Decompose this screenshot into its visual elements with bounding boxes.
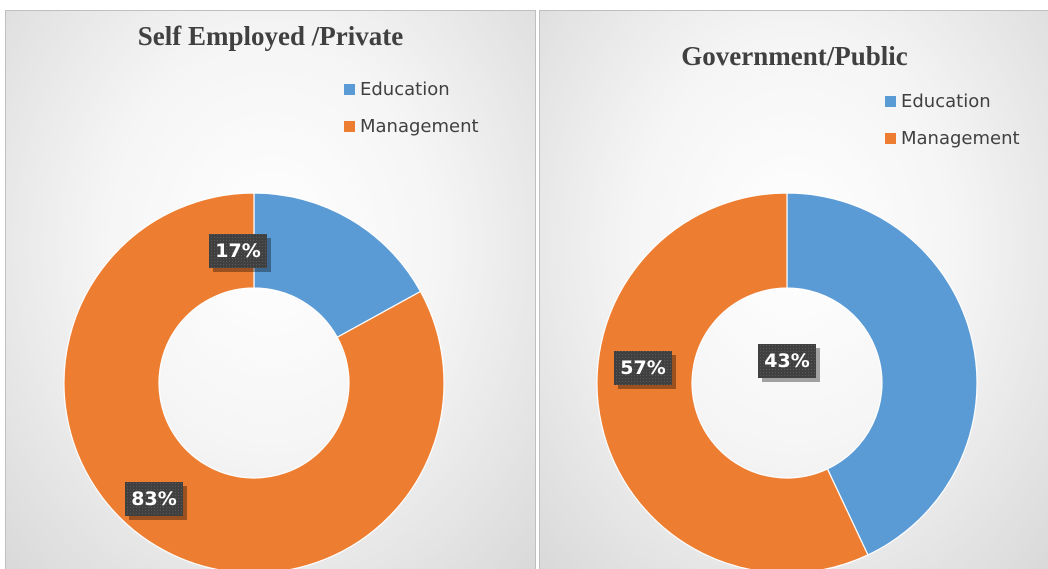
- svg-text:83%: 83%: [131, 488, 176, 510]
- legend-item-management: Management: [885, 127, 1020, 149]
- doughnut-slice-education: [786, 192, 978, 556]
- data-label-education: 43%: [758, 344, 820, 382]
- chart-title: Self Employed /Private: [137, 21, 404, 51]
- svg-text:43%: 43%: [764, 350, 809, 372]
- chart-legend: Education Management: [344, 79, 479, 153]
- chart-panel-self-employed: 17% 83% Self Employed /Private Education …: [5, 10, 536, 569]
- data-label-management: 57%: [614, 351, 676, 389]
- legend-swatch: [885, 95, 896, 107]
- legend-swatch: [344, 120, 355, 132]
- data-label-management: 83%: [125, 482, 187, 520]
- legend-item-education: Education: [344, 78, 479, 100]
- legend-label: Education: [901, 90, 991, 112]
- legend-swatch: [344, 83, 355, 95]
- svg-text:17%: 17%: [215, 240, 260, 262]
- doughnut-slice-management: [596, 192, 869, 569]
- chart-legend: Education Management: [885, 91, 1020, 165]
- legend-label: Management: [360, 115, 479, 137]
- data-label-education: 17%: [209, 234, 271, 272]
- legend-label: Education: [360, 78, 450, 100]
- chart-panel-government: 43% 57% Government/Public Education Manag…: [539, 10, 1048, 569]
- chart-title: Government/Public: [681, 41, 908, 71]
- doughnut-chart: 17% 83%: [63, 192, 445, 569]
- legend-label: Management: [901, 127, 1020, 149]
- legend-swatch: [885, 132, 896, 144]
- legend-item-education: Education: [885, 90, 1020, 112]
- legend-item-management: Management: [344, 115, 479, 137]
- doughnut-slice-education: [253, 192, 422, 339]
- doughnut-slice-management: [63, 192, 445, 569]
- doughnut-chart: 43% 57%: [596, 192, 978, 569]
- svg-text:57%: 57%: [620, 357, 665, 379]
